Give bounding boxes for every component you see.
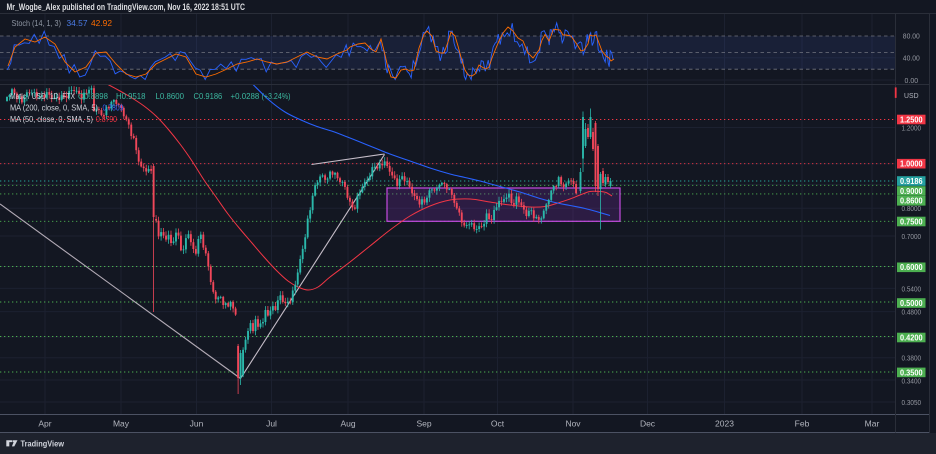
svg-text:TradingView: TradingView bbox=[21, 439, 65, 448]
svg-text:40.00: 40.00 bbox=[903, 54, 920, 63]
svg-text:Jun: Jun bbox=[190, 419, 204, 429]
svg-text:0.3400: 0.3400 bbox=[902, 376, 922, 385]
svg-text:0.6000: 0.6000 bbox=[900, 263, 923, 272]
svg-text:1.2500: 1.2500 bbox=[900, 115, 923, 124]
svg-text:+0.0288: +0.0288 bbox=[231, 92, 260, 101]
svg-text:USD: USD bbox=[904, 91, 919, 100]
svg-text:Stoch (14, 1, 3): Stoch (14, 1, 3) bbox=[12, 18, 62, 28]
svg-text:42.92: 42.92 bbox=[91, 18, 112, 28]
svg-text:Matic / USD, 1D, FTX: Matic / USD, 1D, FTX bbox=[10, 92, 75, 101]
svg-text:Dec: Dec bbox=[640, 419, 656, 429]
svg-text:MA (200, close, 0, SMA, 5): MA (200, close, 0, SMA, 5) bbox=[10, 103, 98, 112]
svg-text:0.4800: 0.4800 bbox=[902, 308, 922, 317]
svg-text:0.8000: 0.8000 bbox=[902, 204, 922, 213]
svg-text:MA (50, close, 0, SMA, 5): MA (50, close, 0, SMA, 5) bbox=[10, 115, 93, 124]
svg-text:0.9000: 0.9000 bbox=[900, 187, 923, 196]
svg-text:0.3050: 0.3050 bbox=[902, 398, 922, 407]
svg-text:1.2000: 1.2000 bbox=[902, 123, 922, 132]
svg-text:80.00: 80.00 bbox=[903, 32, 920, 41]
svg-text:0.5000: 0.5000 bbox=[900, 299, 923, 308]
svg-text:0.5400: 0.5400 bbox=[902, 284, 922, 293]
svg-text:Mr_Wogbe_Alex published on Tra: Mr_Wogbe_Alex published on TradingView.c… bbox=[7, 2, 246, 12]
svg-text:(+3.24%): (+3.24%) bbox=[262, 92, 291, 101]
svg-text:0.9186: 0.9186 bbox=[900, 177, 923, 186]
svg-text:0.3500: 0.3500 bbox=[900, 368, 923, 377]
svg-text:C0.9186: C0.9186 bbox=[194, 92, 223, 101]
svg-text:0.4200: 0.4200 bbox=[900, 333, 923, 342]
svg-text:O0.8898: O0.8898 bbox=[78, 92, 108, 101]
svg-text:1.0000: 1.0000 bbox=[900, 160, 923, 169]
svg-text:L0.8600: L0.8600 bbox=[156, 92, 185, 101]
svg-text:Oct: Oct bbox=[491, 419, 505, 429]
svg-text:Jul: Jul bbox=[266, 419, 277, 429]
svg-text:0.7500: 0.7500 bbox=[900, 217, 923, 226]
svg-text:0.7000: 0.7000 bbox=[902, 232, 922, 241]
svg-text:0.00: 0.00 bbox=[905, 76, 919, 85]
svg-text:0.3800: 0.3800 bbox=[902, 354, 922, 363]
svg-text:H0.9518: H0.9518 bbox=[116, 92, 146, 101]
svg-text:Feb: Feb bbox=[795, 419, 810, 429]
svg-text:Mar: Mar bbox=[865, 419, 880, 429]
svg-text:Nov: Nov bbox=[565, 419, 581, 429]
svg-text:0.8600: 0.8600 bbox=[900, 197, 923, 206]
svg-text:May: May bbox=[113, 419, 130, 429]
svg-text:0.8790: 0.8790 bbox=[96, 115, 117, 124]
svg-text:34.57: 34.57 bbox=[67, 18, 88, 28]
svg-text:Aug: Aug bbox=[340, 419, 355, 429]
svg-text:Apr: Apr bbox=[38, 419, 51, 429]
svg-text:0.7809: 0.7809 bbox=[103, 103, 124, 112]
svg-text:Sep: Sep bbox=[416, 419, 431, 429]
svg-text:2023: 2023 bbox=[715, 419, 734, 429]
